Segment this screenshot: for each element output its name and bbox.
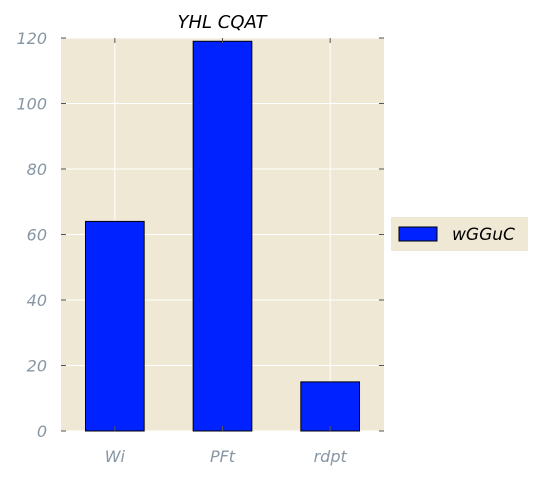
x-axis: Wi PFt rdpt — [105, 38, 348, 466]
chart-title: YHL CQAT — [177, 12, 268, 33]
legend: wGGuC — [391, 217, 528, 251]
legend-swatch — [398, 226, 438, 242]
y-tick-label: 100 — [16, 95, 47, 114]
bar-Wi — [84, 220, 145, 432]
y-tick-label: 40 — [27, 291, 47, 310]
y-tick-label: 120 — [16, 29, 47, 48]
x-tick-label: PFt — [210, 447, 236, 466]
bar-PFt — [192, 40, 253, 432]
y-tick-label: 60 — [27, 226, 47, 245]
bar-rdpt — [300, 381, 361, 432]
y-tick-label: 20 — [27, 357, 47, 376]
bars — [84, 40, 361, 432]
y-axis: 0 20 40 60 80 100 120 — [16, 29, 384, 441]
legend-label: wGGuC — [452, 225, 515, 245]
x-tick-label: rdpt — [314, 447, 348, 466]
y-tick-label: 80 — [27, 160, 47, 179]
y-tick-label: 0 — [37, 422, 47, 441]
x-tick-label: Wi — [105, 447, 126, 466]
